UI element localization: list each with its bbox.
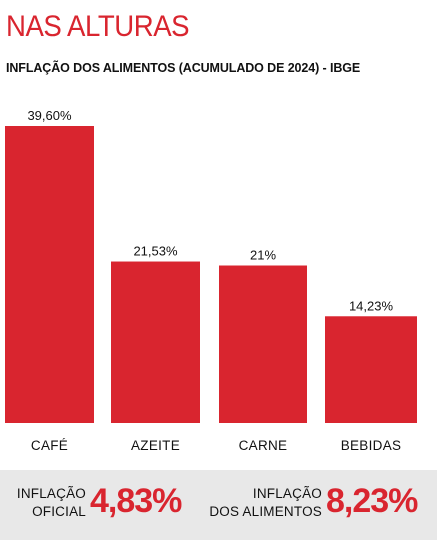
official-inflation-label: INFLAÇÃO OFICIAL [8, 485, 86, 521]
bar-0 [5, 126, 94, 423]
official-label-line2: OFICIAL [32, 504, 86, 519]
footer-stats: INFLAÇÃO OFICIAL 4,83% INFLAÇÃO DOS ALIM… [0, 470, 437, 540]
category-label-0: CAFÉ [31, 438, 68, 453]
category-label-1: AZEITE [131, 438, 180, 453]
category-label-2: CARNE [239, 438, 288, 453]
food-inflation-value: 8,23% [326, 482, 418, 520]
category-label-3: BEBIDAS [341, 438, 402, 453]
food-label-line2: DOS ALIMENTOS [209, 504, 322, 519]
page-title: NAS ALTURAS [6, 10, 190, 43]
official-inflation-value: 4,83% [90, 482, 182, 520]
bar-1 [111, 261, 200, 423]
bar-value-label-2: 21% [250, 248, 276, 263]
food-label-line1: INFLAÇÃO [252, 486, 322, 501]
bar-2 [219, 265, 307, 423]
bar-value-label-3: 14,23% [349, 298, 394, 313]
bar-3 [325, 316, 417, 423]
chart-subtitle: INFLAÇÃO DOS ALIMENTOS (ACUMULADO DE 202… [6, 61, 361, 75]
official-label-line1: INFLAÇÃO [16, 486, 86, 501]
bar-value-label-0: 39,60% [27, 108, 72, 123]
food-inflation-label: INFLAÇÃO DOS ALIMENTOS [196, 485, 322, 521]
bar-value-label-1: 21,53% [133, 244, 178, 259]
bar-chart: 39,60% CAFÉ 21,53% AZEITE 21% CARNE 14,23% BEBI… [5, 108, 417, 453]
